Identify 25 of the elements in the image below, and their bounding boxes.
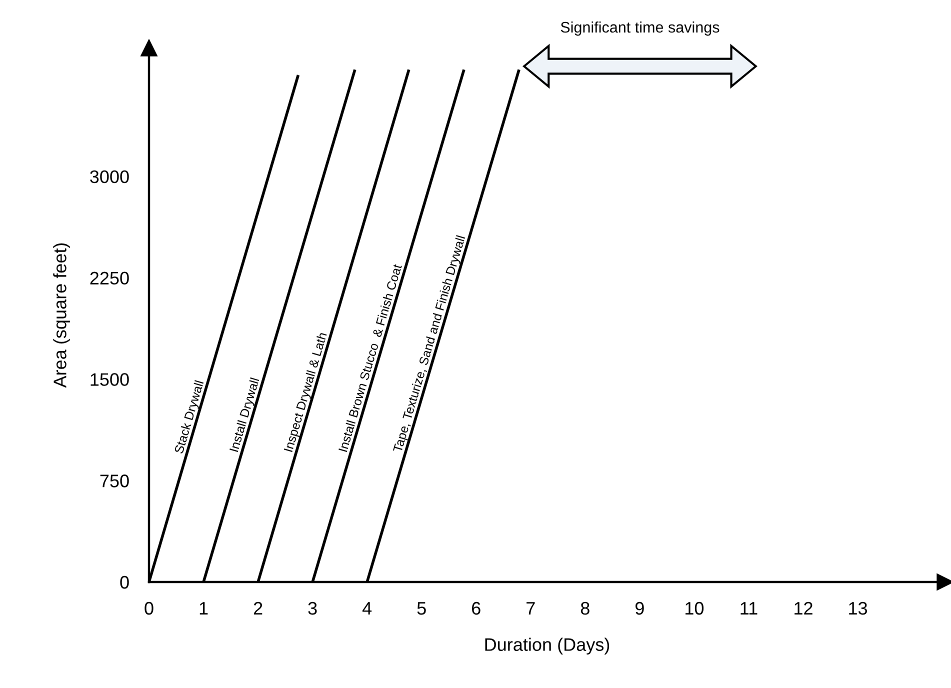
x-tick-label: 2 xyxy=(254,602,262,615)
x-tick-label: 6 xyxy=(472,602,480,615)
x-tick-label: 3 xyxy=(308,602,317,615)
x-tick-label: 10 xyxy=(686,602,704,615)
text: Inspect Drywall & Lath xyxy=(283,332,330,453)
x-tick-label: 11 xyxy=(740,602,758,615)
x-tick-label: 7 xyxy=(526,602,535,615)
x-tick-label: 12 xyxy=(794,602,812,615)
text: Stack Drywall xyxy=(174,380,206,455)
y-tick-label: 0 xyxy=(120,576,129,589)
x-tick-label: 8 xyxy=(580,602,590,615)
y-tick-label: 2250 xyxy=(90,272,129,285)
y-tick-label: 750 xyxy=(100,474,129,488)
x-tick-label: 1 xyxy=(200,602,208,615)
x-tick-label: 4 xyxy=(362,602,372,615)
y-tick-label: 1500 xyxy=(90,373,129,386)
x-tick-label: 0 xyxy=(144,602,154,615)
y-axis-title: Area (square feet) xyxy=(53,243,70,388)
text: Significant time savings xyxy=(560,21,720,36)
text: Install Drywall xyxy=(229,377,262,453)
y-tick-label: 3000 xyxy=(90,170,129,184)
x-tick-label: 5 xyxy=(417,602,426,615)
x-tick-label: 13 xyxy=(849,602,868,615)
x-axis-title: Duration (Days) xyxy=(485,638,610,655)
x-tick-label: 9 xyxy=(636,602,644,615)
